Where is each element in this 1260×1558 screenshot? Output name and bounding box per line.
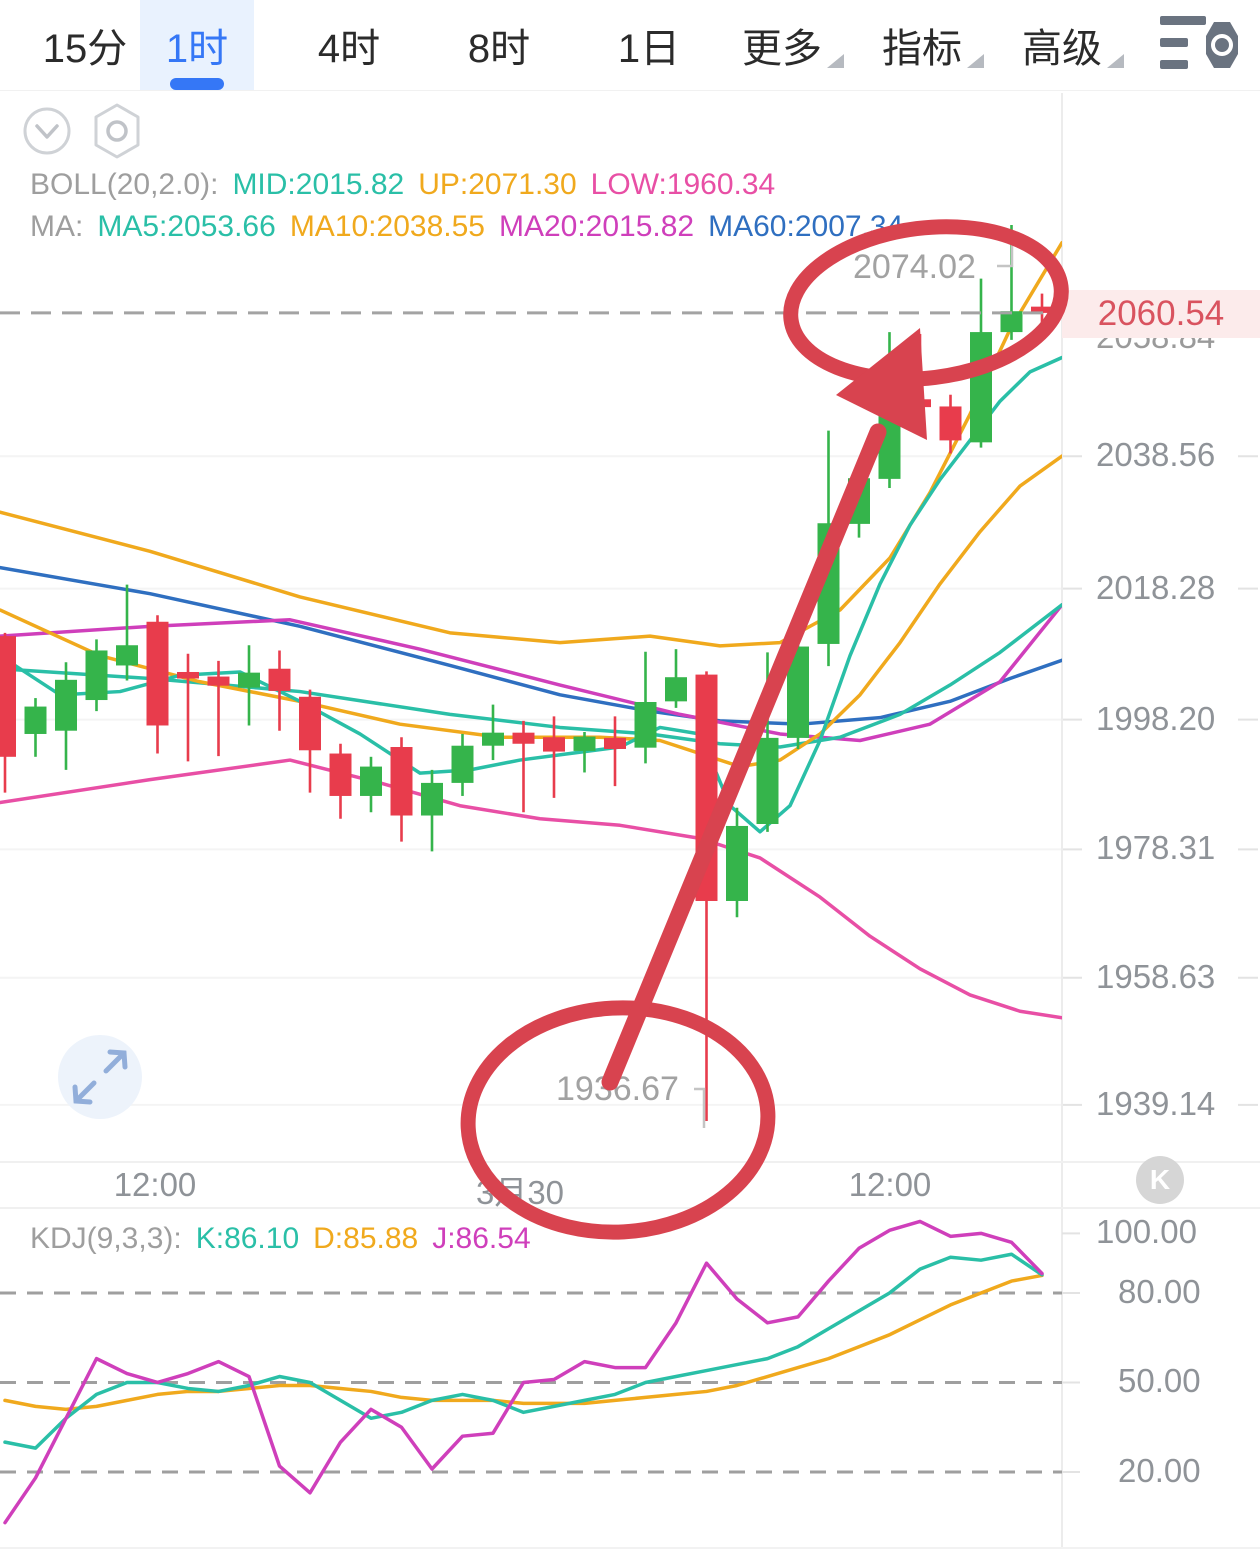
candle	[817, 523, 840, 644]
kdj-j-line	[3, 1219, 1044, 1525]
timeframe-tab-4hour[interactable]: 4时	[317, 27, 381, 71]
ma20-value: MA20:2015.82	[498, 210, 695, 243]
boll_low-line	[0, 758, 1062, 1020]
candle	[909, 399, 931, 408]
candle	[451, 745, 474, 783]
candle	[756, 737, 779, 824]
indicator-menu[interactable]: 指标	[882, 16, 984, 74]
kdj-axis-label: 50.00	[1118, 1362, 1201, 1400]
kdj-legend: KDJ(9,3,3): K:86.10 D:85.88 J:86.54	[30, 1222, 545, 1256]
boll-up-value: UP:2071.30	[418, 168, 577, 201]
advanced-menu[interactable]: 高级	[1022, 16, 1124, 74]
candle	[634, 702, 657, 748]
ma60-value: MA60:2007.34	[708, 210, 904, 243]
y-axis-label: 1939.14	[1096, 1084, 1216, 1122]
low-price-callout: 1936.67	[556, 1070, 679, 1108]
candle	[939, 406, 962, 441]
y-axis-label: 1958.63	[1096, 957, 1216, 995]
candle	[695, 674, 718, 901]
candle	[970, 332, 992, 443]
candle	[573, 736, 596, 751]
chart-toolbar: 15分 1时 4时 8时 1日 更多 指标 高级	[0, 0, 1260, 91]
candle	[146, 621, 169, 726]
y-axis-label: 1998.20	[1096, 699, 1216, 737]
boll-legend-title: BOLL(20,2.0):	[30, 168, 219, 201]
candle	[726, 825, 748, 901]
candle	[787, 646, 809, 738]
ma5-value: MA5:2053.66	[97, 210, 276, 243]
candle	[482, 732, 504, 746]
chevron-down-icon	[967, 54, 984, 68]
chevron-down-icon	[827, 54, 844, 68]
x-axis-label: 12:00	[113, 1166, 197, 1203]
expand-fullscreen-icon[interactable]	[58, 1035, 142, 1119]
candle	[177, 671, 199, 679]
candle	[360, 766, 382, 796]
x-axis-label: 3月30	[475, 1174, 565, 1211]
candle	[238, 672, 260, 688]
kdj-k-line	[3, 1252, 1044, 1450]
ma-legend: MA: MA5:2053.66 MA10:2038.55 MA20:2015.82 MA…	[30, 210, 917, 244]
kdj-legend-title: KDJ(9,3,3):	[30, 1222, 182, 1255]
candle	[329, 753, 352, 796]
candle	[665, 677, 687, 702]
timeframe-tab-15min[interactable]: 15分	[42, 27, 128, 71]
candle	[268, 668, 291, 691]
boll_up-line	[0, 240, 1062, 648]
indicator-menu-label: 指标	[882, 27, 962, 71]
candle	[55, 679, 77, 731]
boll-mid-value: MID:2015.82	[232, 168, 405, 201]
high-price-callout: 2074.02	[853, 248, 976, 286]
candle	[0, 636, 16, 757]
ma-legend-title: MA:	[30, 210, 84, 243]
boll-legend: BOLL(20,2.0): MID:2015.82 UP:2071.30 LOW:19…	[30, 168, 789, 202]
high-callout-connector	[997, 234, 1014, 268]
y-axis-label: 2018.28	[1096, 568, 1216, 606]
current-price-badge: 2060.54	[1062, 290, 1260, 338]
kdj-axis-label: 80.00	[1118, 1273, 1201, 1310]
kdj-j-value: J:86.54	[432, 1222, 531, 1255]
kdj-axis-label: 20.00	[1118, 1451, 1201, 1489]
advanced-menu-label: 高级	[1022, 27, 1102, 71]
candle	[512, 732, 535, 744]
candle	[24, 706, 47, 734]
kdj-axis-label: 100.00	[1096, 1213, 1197, 1251]
candle	[299, 696, 321, 751]
snapshot-hexagon-icon[interactable]	[94, 103, 140, 159]
kdj-pane-badge[interactable]: K	[1136, 1156, 1184, 1204]
candle	[85, 650, 108, 701]
kdj-d-line	[3, 1273, 1044, 1412]
timeframe-tab-8hour[interactable]: 8时	[467, 27, 531, 71]
candle	[848, 478, 870, 524]
candle	[878, 402, 901, 479]
ma10-value: MA10:2038.55	[289, 210, 485, 243]
y-axis-label: 1978.31	[1096, 829, 1216, 867]
list-settings-icon[interactable]	[1160, 14, 1242, 76]
candle	[207, 676, 230, 686]
more-menu-label: 更多	[742, 27, 822, 71]
y-axis-label: 2038.56	[1096, 436, 1216, 474]
candle	[421, 782, 443, 816]
candle	[390, 747, 413, 816]
candle	[116, 645, 138, 666]
timeframe-tab-1hour-active[interactable]: 1时	[140, 0, 254, 90]
kdj-d-value: D:85.88	[313, 1222, 419, 1255]
more-menu[interactable]: 更多	[742, 16, 844, 74]
low-callout-connector	[694, 1087, 706, 1128]
chevron-down-icon	[1107, 54, 1124, 68]
timeframe-tab-1day[interactable]: 1日	[617, 27, 681, 71]
boll-low-value: LOW:1960.34	[590, 168, 776, 201]
collapse-chevron-icon[interactable]	[23, 107, 71, 155]
timeframe-tab-1hour-label: 1时	[165, 27, 229, 71]
kdj-k-value: K:86.10	[195, 1222, 300, 1255]
x-axis-label: 12:00	[848, 1166, 932, 1203]
active-tab-underline	[170, 78, 224, 90]
candle	[604, 737, 626, 749]
candle	[543, 737, 565, 752]
